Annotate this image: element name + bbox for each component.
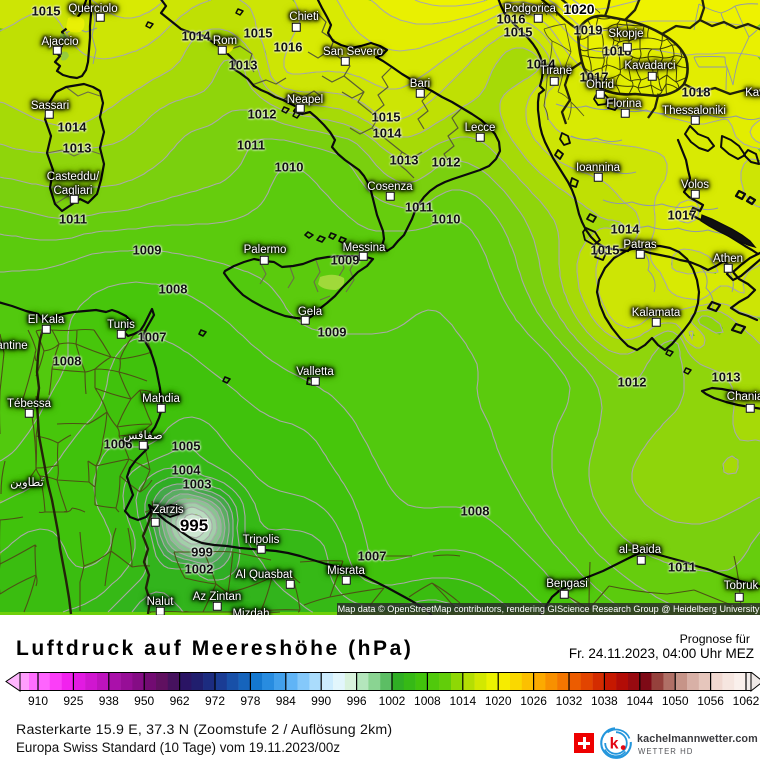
svg-text:k: k [610,736,619,753]
